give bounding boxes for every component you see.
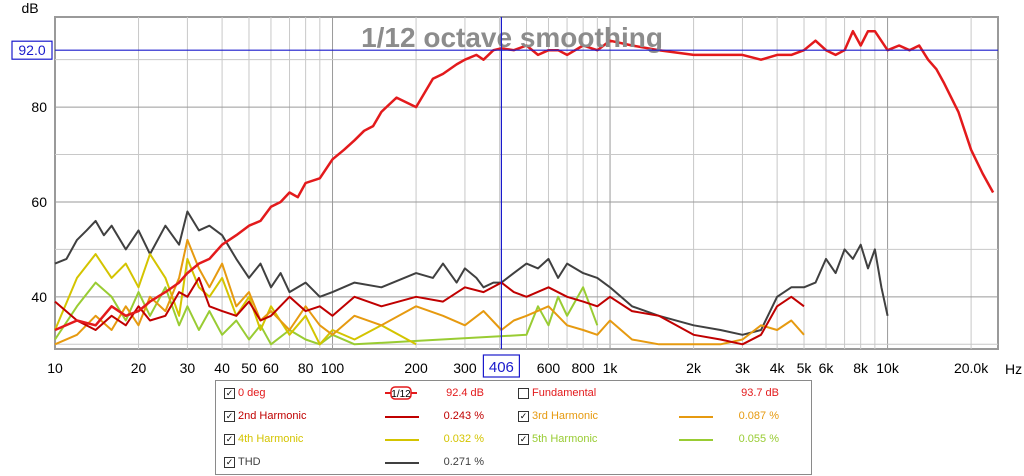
x-tick-label: 20 bbox=[131, 360, 147, 376]
legend-line-swatch bbox=[385, 439, 419, 441]
legend-value: 0.055 % bbox=[738, 433, 779, 445]
legend-row: ✓ THD 0.271 % bbox=[224, 454, 804, 470]
legend-line-swatch bbox=[679, 416, 713, 418]
x-tick-label: 300 bbox=[453, 360, 477, 376]
smoothing-indicator[interactable]: 1/12 bbox=[385, 386, 417, 400]
x-tick-label: 800 bbox=[571, 360, 595, 376]
x-tick-label: 100 bbox=[321, 360, 345, 376]
y-tick-label: 40 bbox=[31, 289, 47, 305]
cursor-x-readout-box bbox=[482, 354, 520, 378]
cursor-crosshair[interactable]: 92.0 406 bbox=[11, 17, 998, 378]
legend-checkbox[interactable]: ✓ bbox=[224, 411, 235, 422]
x-tick-label: 40 bbox=[214, 360, 230, 376]
legend-series-name: 2nd Harmonic bbox=[238, 410, 307, 422]
frequency-response-chart: dB Hz 10 20 30 40 50 60 80 100 200 300 600 800 1k 2k 3… bbox=[11, 0, 1022, 378]
legend-panel: ✓ 0 deg 1/12 92.4 dB Fundamental 93.7 dB ✓ 2nd … bbox=[215, 380, 812, 475]
x-tick-label: 8k bbox=[853, 360, 869, 376]
legend-row: ✓ 2nd Harmonic 0.243 % ✓ 3rd Harmonic 0.087 % bbox=[224, 408, 804, 424]
x-tick-label: 10 bbox=[47, 360, 63, 376]
chart-title: 1/12 octave smoothing bbox=[361, 22, 663, 53]
x-tick-label: 3k bbox=[735, 360, 751, 376]
cursor-y-readout-box bbox=[11, 40, 53, 60]
legend-line-swatch bbox=[679, 439, 713, 441]
x-tick-label: 5k bbox=[797, 360, 813, 376]
cursor-x-readout: 406 bbox=[489, 359, 514, 376]
x-tick-label: 10k bbox=[876, 360, 900, 376]
x-tick-label: 2k bbox=[686, 360, 702, 376]
cursor-y-readout: 92.0 bbox=[18, 42, 45, 58]
legend-series-name: THD bbox=[238, 456, 261, 468]
series-line-4th-harmonic bbox=[54, 253, 417, 346]
x-tick-label: 1k bbox=[603, 360, 619, 376]
series-line-5th-harmonic bbox=[54, 281, 599, 346]
x-tick-label: 60 bbox=[263, 360, 279, 376]
series-line-thd bbox=[54, 210, 889, 336]
legend-value: 0.271 % bbox=[443, 456, 484, 468]
legend-checkbox[interactable]: ✓ bbox=[518, 434, 529, 445]
legend-series-name: 4th Harmonic bbox=[238, 433, 304, 445]
x-tick-label: 80 bbox=[298, 360, 314, 376]
y-tick-labels: 40 60 80 bbox=[31, 99, 47, 305]
y-tick-label: 80 bbox=[31, 99, 47, 115]
x-tick-label: 200 bbox=[404, 360, 428, 376]
legend-value: 0.243 % bbox=[443, 410, 484, 422]
x-tick-label: 30 bbox=[180, 360, 196, 376]
legend-value: 0.087 % bbox=[738, 410, 779, 422]
x-tick-labels: 10 20 30 40 50 60 80 100 200 300 600 800 1k 2k 3k 4k 5k 6… bbox=[47, 360, 989, 376]
legend-checkbox[interactable]: ✓ bbox=[224, 388, 235, 399]
legend-line-swatch bbox=[385, 462, 419, 464]
legend-value: 93.7 dB bbox=[741, 387, 779, 399]
x-axis-label: Hz bbox=[1005, 361, 1022, 377]
smoothing-label: 1/12 bbox=[391, 389, 411, 400]
x-tick-label: 6k bbox=[819, 360, 835, 376]
x-tick-label: 20.0k bbox=[954, 360, 989, 376]
series-line-3rd-harmonic bbox=[54, 238, 805, 346]
legend-checkbox[interactable]: ✓ bbox=[518, 411, 529, 422]
legend-row: ✓ 4th Harmonic 0.032 % ✓ 5th Harmonic 0.055 % bbox=[224, 431, 804, 447]
legend-line-swatch bbox=[385, 416, 419, 418]
x-tick-label: 600 bbox=[537, 360, 561, 376]
legend-checkbox[interactable]: ✓ bbox=[224, 457, 235, 468]
legend-row: ✓ 0 deg 1/12 92.4 dB Fundamental 93.7 dB bbox=[224, 385, 804, 401]
x-tick-label: 4k bbox=[770, 360, 786, 376]
legend-series-name: Fundamental bbox=[532, 387, 597, 399]
legend-series-name: 5th Harmonic bbox=[532, 433, 598, 445]
legend-value: 0.032 % bbox=[443, 433, 484, 445]
legend-series-name: 0 deg bbox=[238, 387, 266, 399]
legend-value: 92.4 dB bbox=[446, 387, 484, 399]
series-line-2nd-harmonic bbox=[54, 276, 805, 346]
legend-series-name: 3rd Harmonic bbox=[532, 410, 599, 422]
y-tick-label: 60 bbox=[31, 194, 47, 210]
y-axis-label: dB bbox=[21, 0, 38, 16]
legend-checkbox[interactable] bbox=[518, 388, 529, 399]
legend-checkbox[interactable]: ✓ bbox=[224, 434, 235, 445]
x-tick-label: 50 bbox=[241, 360, 257, 376]
